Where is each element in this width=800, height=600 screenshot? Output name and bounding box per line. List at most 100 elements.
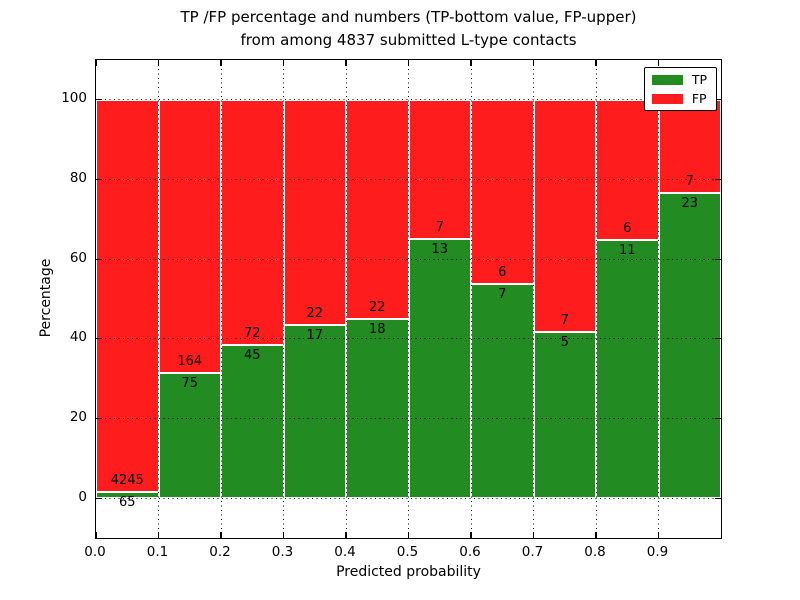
tp-count-label: 45 bbox=[243, 347, 261, 363]
bar-count-labels-layer: 4245 65 164 75 72 45 22 17 22 18 7 13 6 7 7 5 6 11 7 23 bbox=[96, 60, 721, 538]
x-tick-label: 0.3 bbox=[271, 544, 294, 560]
horizontal-gridline bbox=[96, 258, 721, 260]
x-tick-label: 0.1 bbox=[146, 544, 169, 560]
legend-item-tp: TP bbox=[651, 72, 707, 87]
tp-bar-segment bbox=[533, 332, 596, 499]
tick-marks-layer bbox=[95, 60, 721, 538]
tp-bar-segment bbox=[658, 192, 721, 499]
x-tick-label: 0.6 bbox=[459, 544, 481, 560]
tp-count-label: 65 bbox=[118, 495, 136, 511]
fp-count-label: 6 bbox=[498, 264, 507, 280]
y-tick-mark bbox=[96, 99, 102, 101]
fp-count-label: 22 bbox=[368, 299, 386, 315]
x-tick-mark bbox=[220, 60, 222, 66]
tp-count-label: 5 bbox=[560, 335, 569, 351]
horizontal-gridline bbox=[96, 338, 721, 340]
x-tick-mark bbox=[657, 60, 660, 66]
horizontal-gridline bbox=[96, 418, 721, 419]
fp-bar-segment bbox=[408, 99, 471, 240]
y-tick-mark bbox=[715, 417, 721, 420]
vertical-gridline bbox=[533, 60, 534, 538]
y-tick-mark bbox=[96, 417, 102, 420]
fp-count-label: 7 bbox=[685, 173, 694, 189]
fp-count-label: 7 bbox=[435, 220, 444, 236]
y-tick-mark bbox=[715, 338, 721, 340]
vertical-gridline bbox=[658, 60, 659, 538]
tp-count-label: 75 bbox=[181, 376, 199, 392]
tp-bar-segment bbox=[346, 318, 409, 499]
x-tick-label: 0.2 bbox=[209, 544, 231, 560]
tp-count-label: 17 bbox=[306, 327, 324, 343]
x-tick-mark bbox=[157, 532, 160, 538]
fp-bar-segment bbox=[283, 99, 346, 325]
y-tick-label: 100 bbox=[61, 90, 87, 107]
chart-title-line2: from among 4837 submitted L-type contact… bbox=[240, 31, 577, 49]
x-tick-mark bbox=[157, 60, 160, 66]
x-tick-mark bbox=[345, 532, 347, 538]
tp-count-label: 13 bbox=[431, 242, 449, 258]
y-tick-mark bbox=[96, 178, 102, 181]
x-tick-mark bbox=[657, 532, 660, 538]
x-tick-label: 0.0 bbox=[84, 544, 106, 560]
x-tick-mark bbox=[345, 60, 347, 66]
plot-area: 4245 65 164 75 72 45 22 17 22 18 7 13 6 7 7 5 6 11 7 23 TP … bbox=[95, 59, 722, 539]
fp-count-label: 164 bbox=[177, 354, 203, 370]
vertical-gridline bbox=[283, 60, 284, 538]
y-tick-mark bbox=[96, 258, 102, 260]
x-axis-label: Predicted probability bbox=[336, 564, 481, 580]
vertical-gridline bbox=[345, 60, 347, 538]
tp-count-label: 7 bbox=[498, 286, 507, 302]
fp-legend-swatch-icon bbox=[651, 93, 683, 104]
y-tick-label: 20 bbox=[69, 409, 87, 425]
grid-layer bbox=[96, 60, 721, 538]
x-tick-mark bbox=[595, 532, 597, 538]
y-tick-label: 80 bbox=[69, 170, 87, 186]
x-tick-mark bbox=[95, 532, 97, 538]
x-tick-label: 0.8 bbox=[584, 544, 606, 560]
x-tick-label: 0.4 bbox=[334, 544, 356, 560]
vertical-gridline bbox=[158, 60, 159, 538]
fp-count-label: 72 bbox=[243, 325, 261, 341]
vertical-gridline bbox=[408, 60, 409, 538]
x-tick-mark bbox=[282, 532, 285, 538]
y-tick-mark bbox=[96, 338, 102, 340]
chart-title-line1: TP /FP percentage and numbers (TP-bottom… bbox=[180, 8, 637, 26]
fp-count-label: 4245 bbox=[110, 473, 144, 489]
tp-bar-segment bbox=[283, 324, 346, 499]
tp-legend-label: TP bbox=[691, 72, 707, 87]
x-tick-label: 0.5 bbox=[396, 544, 419, 560]
x-tick-mark bbox=[407, 60, 410, 66]
tp-count-label: 18 bbox=[368, 321, 386, 337]
x-tick-mark bbox=[595, 60, 597, 66]
fp-bar-segment bbox=[346, 99, 409, 319]
y-tick-mark bbox=[715, 497, 721, 499]
y-tick-mark bbox=[715, 99, 721, 101]
bars-layer bbox=[96, 60, 721, 538]
x-tick-mark bbox=[470, 60, 472, 66]
vertical-gridline bbox=[595, 60, 597, 538]
x-tick-mark bbox=[220, 532, 222, 538]
y-tick-mark bbox=[715, 258, 721, 260]
x-tick-label: 0.9 bbox=[646, 544, 669, 560]
y-tick-mark bbox=[715, 178, 721, 181]
y-tick-label: 0 bbox=[78, 488, 87, 505]
vertical-gridline bbox=[220, 60, 222, 538]
fp-bar-segment bbox=[658, 99, 721, 193]
legend: TP FP bbox=[643, 67, 717, 111]
y-tick-label: 40 bbox=[69, 329, 87, 346]
horizontal-gridline bbox=[96, 99, 721, 101]
legend-item-fp: FP bbox=[651, 92, 707, 105]
fp-count-label: 7 bbox=[560, 313, 569, 329]
x-tick-label: 0.7 bbox=[521, 544, 544, 560]
horizontal-gridline bbox=[96, 179, 721, 180]
fp-count-label: 22 bbox=[306, 305, 324, 321]
x-tick-mark bbox=[282, 60, 285, 66]
tp-legend-swatch-icon bbox=[651, 74, 683, 85]
x-tick-mark bbox=[532, 532, 535, 538]
y-axis-label: Percentage bbox=[38, 258, 54, 338]
x-tick-mark bbox=[470, 532, 472, 538]
y-tick-mark bbox=[96, 497, 102, 499]
x-tick-mark bbox=[95, 60, 97, 66]
tp-count-label: 23 bbox=[681, 195, 699, 211]
